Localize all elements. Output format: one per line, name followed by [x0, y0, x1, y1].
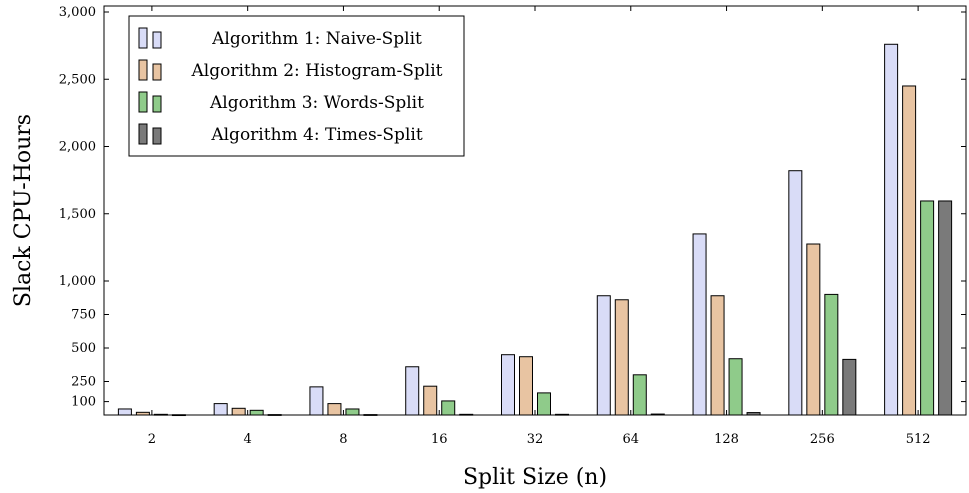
- bar-32-series-4: [555, 413, 569, 416]
- bar-16-series-2: [423, 385, 438, 416]
- bar-32-series-1: [501, 354, 515, 416]
- bar-2-series-3: [153, 413, 168, 416]
- bar-512-series-3: [920, 200, 935, 416]
- x-tick-label: 2: [148, 432, 156, 447]
- x-tick-label: 128: [714, 432, 739, 447]
- legend-swatch-small-3: [152, 95, 162, 113]
- bar-64-series-1: [596, 295, 611, 416]
- bar-16-series-4: [459, 413, 474, 416]
- bar-16-series-3: [441, 400, 456, 416]
- legend: Algorithm 1: Naive-Split Algorithm 2: His…: [128, 15, 465, 157]
- legend-swatch-small-4: [152, 127, 162, 145]
- bar-256-series-1: [788, 170, 803, 416]
- x-tick-label: 4: [244, 432, 252, 447]
- bar-256-series-3: [824, 293, 839, 416]
- legend-swatch-small-2: [152, 63, 162, 81]
- bar-8-series-1: [309, 386, 324, 416]
- bar-2-series-2: [135, 411, 150, 416]
- y-tick-label: 2,000: [59, 140, 96, 155]
- x-tick-label: 8: [339, 432, 347, 447]
- bar-128-series-1: [692, 233, 707, 416]
- legend-swatch-3: [138, 91, 148, 113]
- bar-8-series-2: [327, 403, 342, 416]
- bar-128-series-4: [746, 412, 761, 416]
- bar-2-series-4: [171, 414, 186, 417]
- bar-64-series-3: [632, 374, 647, 416]
- bar-4-series-1: [213, 403, 228, 416]
- y-tick-label: 500: [71, 341, 96, 356]
- y-tick-label: 750: [71, 308, 96, 323]
- y-ticks: 100 250 500 750 1,000 1,500 2,000 2,500 3,000: [59, 5, 966, 410]
- bar-8-series-4: [363, 414, 378, 416]
- bar-512-series-1: [884, 43, 899, 416]
- bar-4-series-4: [267, 414, 282, 416]
- legend-entry-3: Algorithm 3: Words-Split: [209, 93, 424, 113]
- bar-128-series-2: [710, 295, 725, 416]
- legend-entry-1: Algorithm 1: Naive-Split: [211, 29, 422, 49]
- bar-4-series-3: [249, 409, 264, 416]
- bar-32-series-2: [519, 356, 533, 416]
- y-tick-label: 250: [71, 375, 96, 390]
- x-tick-label: 512: [906, 432, 931, 447]
- bars: [117, 43, 953, 417]
- y-tick-label: 1,500: [59, 207, 96, 222]
- y-tick-label: 3,000: [59, 5, 96, 20]
- legend-swatch-1: [138, 27, 148, 49]
- y-axis-title: Slack CPU-Hours: [11, 114, 36, 307]
- x-tick-label: 64: [623, 432, 640, 447]
- y-tick-label: 1,000: [59, 274, 96, 289]
- bar-64-series-4: [650, 413, 665, 416]
- legend-box: [128, 15, 465, 157]
- bar-2-series-1: [117, 408, 132, 416]
- bar-16-series-1: [405, 366, 420, 416]
- y-tick-label: 2,500: [59, 72, 96, 87]
- x-tick-label: 256: [810, 432, 835, 447]
- bar-8-series-3: [345, 408, 360, 416]
- bar-512-series-4: [938, 200, 953, 416]
- x-tick-label: 32: [527, 432, 544, 447]
- bar-64-series-2: [614, 299, 629, 416]
- legend-swatch-small-1: [152, 31, 162, 49]
- bar-256-series-4: [842, 358, 857, 416]
- legend-swatch-4: [138, 123, 148, 145]
- x-axis-title: Split Size (n): [463, 465, 607, 490]
- y-tick-label: 100: [71, 395, 96, 410]
- bar-512-series-2: [902, 85, 917, 416]
- legend-entry-4: Algorithm 4: Times-Split: [210, 125, 422, 145]
- bar-32-series-3: [537, 392, 551, 416]
- bar-4-series-2: [231, 407, 246, 416]
- bar-128-series-3: [728, 358, 743, 416]
- legend-entry-2: Algorithm 2: Histogram-Split: [191, 61, 443, 81]
- bar-256-series-2: [806, 243, 821, 416]
- legend-swatch-2: [138, 59, 148, 81]
- x-ticks: 2 4 8 16 32 64 128 256 512: [148, 6, 931, 447]
- x-tick-label: 16: [431, 432, 448, 447]
